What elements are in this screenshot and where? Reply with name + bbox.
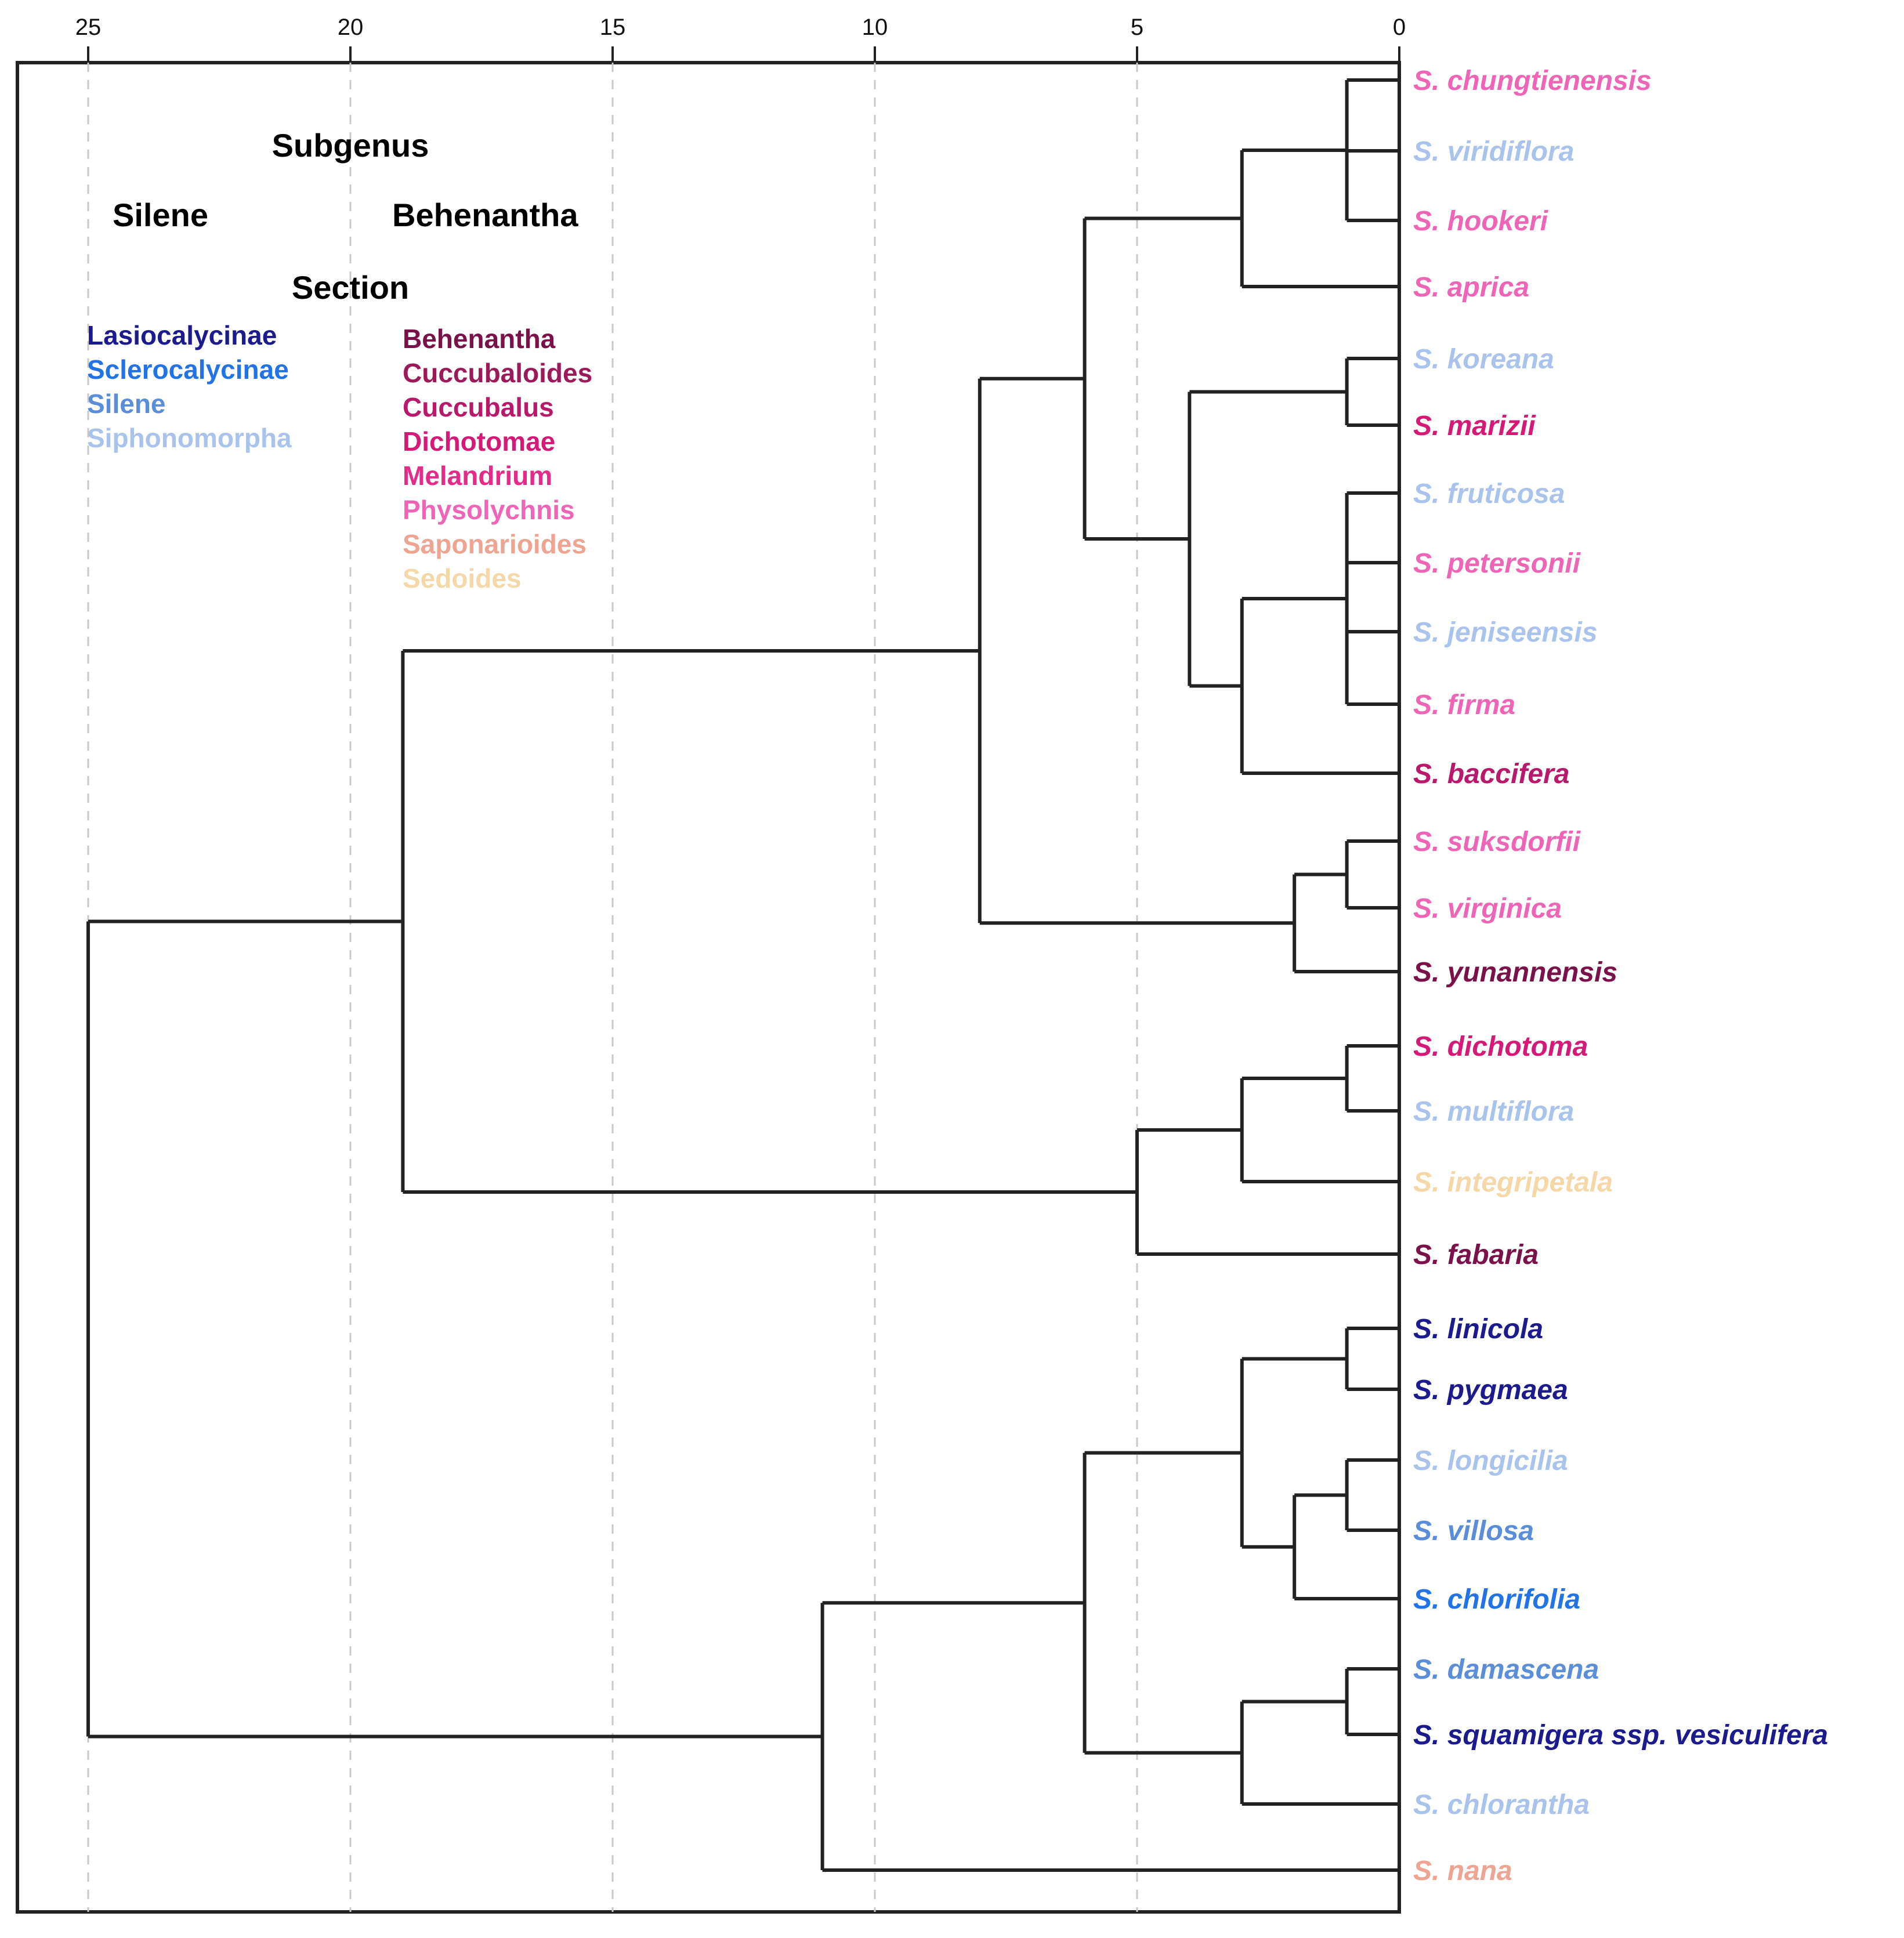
leaf-label-s-chlorifolia: S. chlorifolia: [1413, 1584, 1580, 1615]
leaf-label-s-integripetala: S. integripetala: [1413, 1167, 1613, 1198]
leaf-label-s-longicilia: S. longicilia: [1413, 1446, 1568, 1476]
axis-ticks: 25 20 15 10 5 0: [75, 15, 1406, 63]
leaf-label-s-firma: S. firma: [1413, 690, 1515, 720]
leaf-label-s-squamigera-ssp-vesiculifera: S. squamigera ssp. vesiculifera: [1413, 1720, 1828, 1751]
legend-section-behenantha-cuccubaloides: Cuccubaloides: [403, 358, 592, 388]
leaf-label-s-damascena: S. damascena: [1413, 1654, 1599, 1685]
legend-section-behenantha-melandrium: Melandrium: [403, 461, 552, 491]
leaf-label-s-fabaria: S. fabaria: [1413, 1240, 1539, 1270]
legend-section-behenantha-cuccubalus: Cuccubalus: [403, 392, 554, 422]
leaf-labels: S. chungtienensis S. viridiflora S. hooker…: [1413, 66, 1828, 1886]
legend: Subgenus Silene Behenantha Section Lasio…: [87, 127, 592, 593]
legend-section-title: Section: [292, 269, 409, 306]
leaf-label-s-koreana: S. koreana: [1413, 344, 1554, 375]
leaf-label-s-yunannensis: S. yunannensis: [1413, 957, 1617, 988]
legend-section-silene-sclerocalycinae: Sclerocalycinae: [87, 354, 289, 385]
leaf-label-s-pygmaea: S. pygmaea: [1413, 1375, 1568, 1405]
tick-label-0: 0: [1393, 15, 1406, 40]
leaf-label-s-hookeri: S. hookeri: [1413, 206, 1549, 237]
leaf-label-s-baccifera: S. baccifera: [1413, 759, 1569, 789]
leaf-label-s-jeniseensis: S. jeniseensis: [1413, 617, 1598, 648]
leaf-label-s-linicola: S. linicola: [1413, 1314, 1543, 1345]
plot-frame: [16, 61, 1401, 1914]
leaf-label-s-chungtienensis: S. chungtienensis: [1413, 66, 1652, 96]
tick-label-10: 10: [862, 15, 888, 40]
leaf-label-s-viridiflora: S. viridiflora: [1413, 136, 1574, 167]
legend-section-behenantha-behenantha: Behenantha: [403, 324, 556, 354]
legend-section-silene-silene: Silene: [87, 389, 166, 419]
leaf-label-s-aprica: S. aprica: [1413, 272, 1529, 303]
legend-section-behenantha-dichotomae: Dichotomae: [403, 426, 555, 457]
tick-label-15: 15: [600, 15, 626, 40]
leaf-label-s-villosa: S. villosa: [1413, 1516, 1534, 1546]
legend-section-silene-lasiocalycinae: Lasiocalycinae: [87, 320, 277, 350]
legend-section-behenantha-physolychnis: Physolychnis: [403, 495, 575, 525]
leaf-label-s-virginica: S. virginica: [1413, 893, 1562, 924]
legend-section-behenantha-sedoides: Sedoides: [403, 563, 522, 593]
leaf-label-s-fruticosa: S. fruticosa: [1413, 479, 1565, 509]
tick-label-25: 25: [75, 15, 102, 40]
legend-subgenus-silene: Silene: [113, 197, 208, 233]
legend-section-silene-siphonomorpha: Siphonomorpha: [87, 423, 292, 453]
legend-sections: Lasiocalycinae Sclerocalycinae Silene Sipho…: [87, 320, 592, 593]
leaf-label-s-suksdorfii: S. suksdorfii: [1413, 827, 1581, 857]
dendrogram-branches: [86, 78, 1399, 1872]
leaf-label-s-chlorantha: S. chlorantha: [1413, 1790, 1590, 1820]
legend-section-behenantha-saponarioides: Saponarioides: [403, 529, 587, 559]
leaf-label-s-marizii: S. marizii: [1413, 411, 1536, 441]
tick-label-5: 5: [1131, 15, 1143, 40]
leaf-label-s-dichotoma: S. dichotoma: [1413, 1031, 1588, 1062]
legend-subgenus-behenantha: Behenantha: [392, 197, 578, 233]
legend-subgenus-title: Subgenus: [272, 127, 429, 164]
leaf-label-s-petersonii: S. petersonii: [1413, 548, 1581, 579]
leaf-label-s-nana: S. nana: [1413, 1856, 1512, 1886]
tick-label-20: 20: [338, 15, 364, 40]
leaf-label-s-multiflora: S. multiflora: [1413, 1096, 1574, 1127]
